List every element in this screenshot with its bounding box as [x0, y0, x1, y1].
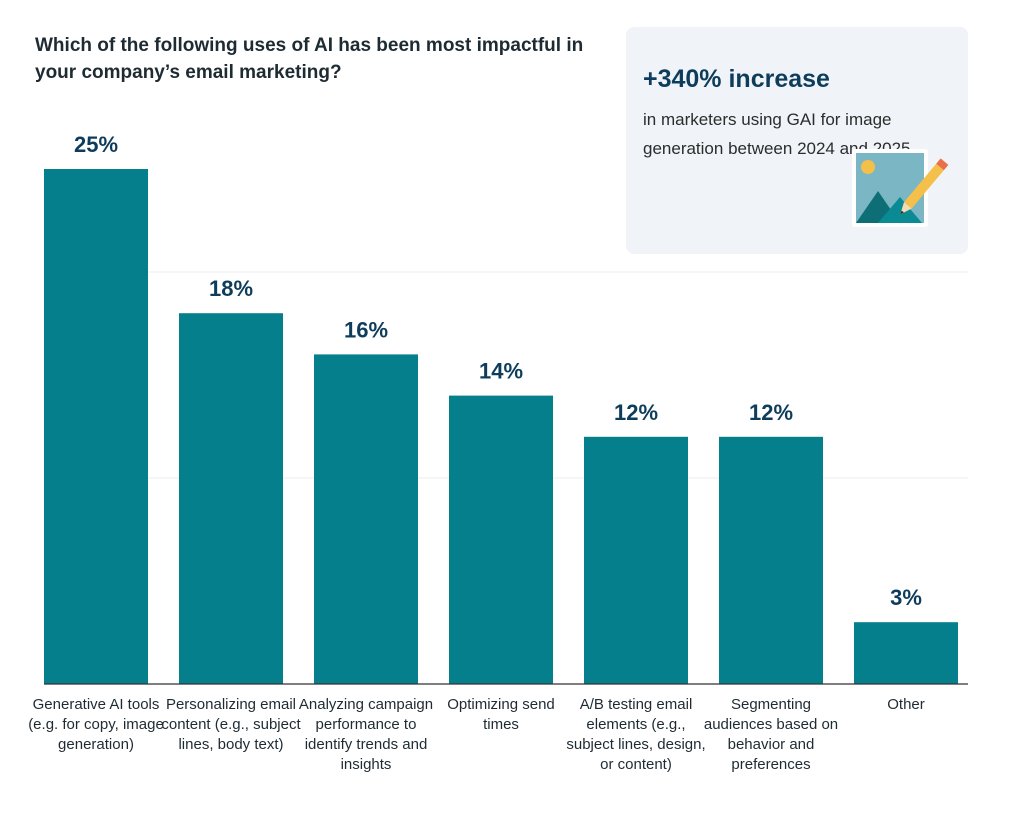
data-label: 14%: [479, 359, 523, 384]
category-label: Personalizing email content (e.g., subje…: [161, 696, 301, 753]
bar: [179, 313, 283, 684]
image-pencil-icon: [852, 149, 949, 227]
bar: [584, 436, 688, 684]
bar: [719, 436, 823, 684]
category-label: Generative AI tools (e.g. for copy, imag…: [28, 696, 164, 753]
category-label: Segmenting audiences based on behavior a…: [703, 696, 839, 773]
data-label: 16%: [344, 317, 388, 342]
category-label: Analyzing campaign performance to identi…: [298, 696, 434, 773]
callout-headline: +340% increase: [643, 65, 830, 93]
data-label: 18%: [209, 276, 253, 301]
bar: [44, 169, 148, 684]
chart-title: Which of the following uses of AI has be…: [35, 35, 584, 83]
category-label: A/B testing email elements (e.g., subjec…: [566, 696, 706, 773]
category-label: Optimizing send times: [447, 696, 555, 733]
bar: [314, 354, 418, 684]
data-label: 12%: [749, 400, 793, 425]
category-label: Other: [887, 696, 925, 713]
bar: [854, 622, 958, 684]
callout-text: in marketers using GAI for image generat…: [643, 110, 916, 158]
data-label: 25%: [74, 132, 118, 157]
data-label: 3%: [890, 585, 922, 610]
data-label: 12%: [614, 400, 658, 425]
stat-callout: +340% increase in marketers using GAI fo…: [626, 27, 968, 254]
bar: [449, 395, 553, 684]
